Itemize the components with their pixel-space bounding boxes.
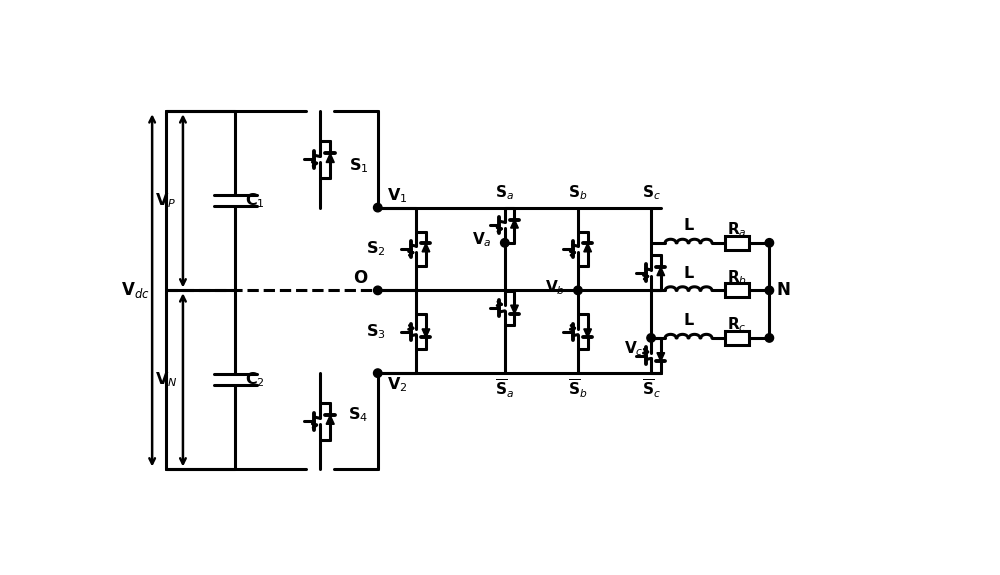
Text: $\mathbf{V}_2$: $\mathbf{V}_2$ [387, 375, 407, 394]
Text: $\mathbf{S}_3$: $\mathbf{S}_3$ [366, 323, 386, 341]
Text: $\mathbf{N}$: $\mathbf{N}$ [776, 282, 790, 299]
Circle shape [765, 334, 774, 342]
Text: $\mathbf{V}_N$: $\mathbf{V}_N$ [155, 370, 177, 389]
Text: $\mathbf{L}$: $\mathbf{L}$ [683, 217, 694, 235]
Text: $\mathbf{V}_1$: $\mathbf{V}_1$ [387, 187, 407, 205]
Bar [725, 283, 749, 297]
Text: $\mathbf{S}_a$: $\mathbf{S}_a$ [495, 183, 514, 202]
Circle shape [574, 286, 582, 294]
Bar [725, 331, 749, 345]
Text: $\mathbf{R}_b$: $\mathbf{R}_b$ [727, 268, 747, 286]
Text: $\mathbf{V}_c$: $\mathbf{V}_c$ [624, 339, 644, 358]
Polygon shape [326, 154, 334, 163]
Polygon shape [584, 329, 591, 338]
Circle shape [765, 286, 774, 294]
Text: $\overline{\mathbf{S}}_c$: $\overline{\mathbf{S}}_c$ [642, 377, 661, 400]
Polygon shape [511, 305, 518, 314]
Polygon shape [422, 243, 430, 252]
Polygon shape [511, 220, 518, 228]
Text: $\overline{\mathbf{S}}_a$: $\overline{\mathbf{S}}_a$ [495, 377, 514, 400]
Text: $\mathbf{S}_b$: $\mathbf{S}_b$ [568, 183, 588, 202]
Circle shape [765, 239, 774, 247]
Text: $\mathbf{C}_2$: $\mathbf{C}_2$ [245, 370, 264, 389]
Text: $\overline{\mathbf{S}}_b$: $\overline{\mathbf{S}}_b$ [568, 377, 588, 400]
Bar [725, 236, 749, 250]
Polygon shape [657, 267, 665, 275]
Text: $\mathbf{V}_a$: $\mathbf{V}_a$ [472, 231, 492, 249]
Circle shape [374, 369, 382, 377]
Text: $\mathbf{V}_P$: $\mathbf{V}_P$ [155, 191, 177, 210]
Text: $\mathbf{S}_2$: $\mathbf{S}_2$ [366, 240, 386, 258]
Text: $\mathbf{S}_c$: $\mathbf{S}_c$ [642, 183, 661, 202]
Polygon shape [584, 243, 591, 252]
Text: $\mathbf{L}$: $\mathbf{L}$ [683, 312, 694, 329]
Text: $\mathbf{L}$: $\mathbf{L}$ [683, 265, 694, 282]
Text: $\mathbf{R}_a$: $\mathbf{R}_a$ [727, 220, 747, 239]
Text: $\mathbf{R}_c$: $\mathbf{R}_c$ [727, 316, 747, 334]
Text: $\mathbf{V}_{dc}$: $\mathbf{V}_{dc}$ [121, 281, 150, 300]
Circle shape [374, 204, 382, 212]
Text: $\mathbf{C}_1$: $\mathbf{C}_1$ [245, 191, 264, 210]
Text: $\mathbf{S}_1$: $\mathbf{S}_1$ [349, 156, 368, 175]
Circle shape [647, 334, 655, 342]
Text: $\mathbf{S}_4$: $\mathbf{S}_4$ [348, 406, 369, 424]
Text: $\mathbf{V}_b$: $\mathbf{V}_b$ [545, 278, 565, 297]
Polygon shape [657, 352, 665, 361]
Polygon shape [422, 329, 430, 338]
Text: $\mathbf{O}$: $\mathbf{O}$ [353, 270, 368, 288]
Circle shape [374, 286, 382, 294]
Circle shape [501, 239, 509, 247]
Polygon shape [326, 415, 334, 424]
